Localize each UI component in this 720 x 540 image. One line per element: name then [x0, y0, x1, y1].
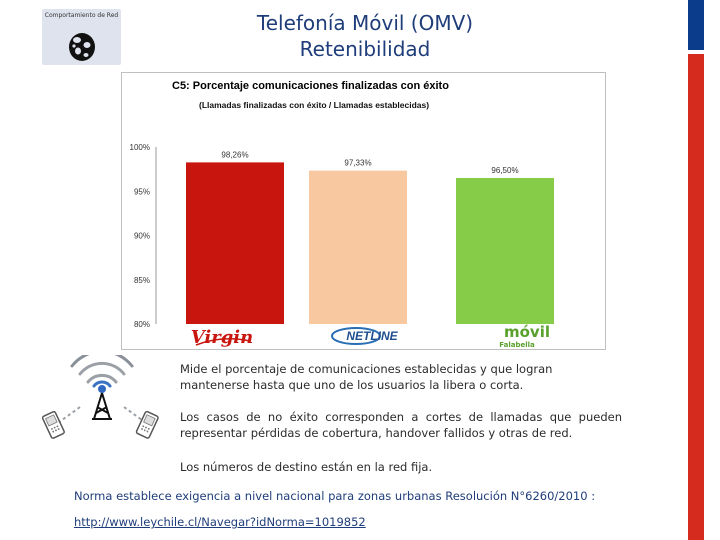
- page-title: Telefonía Móvil (OMV) Retenibilidad: [180, 10, 550, 62]
- bar: [309, 170, 407, 324]
- antenna-tower-icon: [41, 355, 159, 439]
- globe-network-icon: [69, 33, 95, 61]
- falabella-logo-text: Falabella: [499, 341, 535, 349]
- virgin-logo-text: Virgin: [191, 327, 253, 348]
- y-axis-ticks: 100% 95% 90% 85% 80%: [130, 143, 150, 329]
- section-logo: Comportamiento de Red: [42, 9, 121, 65]
- norma-link[interactable]: http://www.leychile.cl/Navegar?idNorma=1…: [74, 515, 366, 529]
- bar-value-label: 96,50%: [491, 166, 518, 175]
- bar: [186, 162, 284, 324]
- bar-value-label: 98,26%: [221, 150, 248, 159]
- movil-falabella-logo: móvil Falabella: [499, 323, 550, 349]
- norma-text: Norma establece exigencia a nivel nacion…: [74, 489, 596, 503]
- netline-logo: NETLINE: [331, 327, 399, 345]
- y-tick-label: 85%: [134, 276, 150, 285]
- y-tick-label: 80%: [134, 320, 150, 329]
- bar-value-labels: 98,26% 97,33% 96,50%: [221, 150, 518, 175]
- bar-series: [186, 162, 554, 324]
- virgin-logo: Virgin: [191, 327, 253, 348]
- description-paragraph-3: Los números de destino están en la red f…: [180, 460, 433, 474]
- bar-value-label: 97,33%: [344, 159, 371, 168]
- flag-stripe-white: [688, 50, 704, 54]
- description-paragraph-1: Mide el porcentaje de comunicaciones est…: [180, 362, 553, 392]
- page-number: 11: [665, 518, 679, 529]
- mobile-phone-icon: [41, 410, 65, 439]
- movil-logo-text: móvil: [504, 323, 550, 341]
- y-tick-label: 95%: [134, 187, 150, 196]
- bar: [456, 177, 554, 324]
- logo-text: Comportamiento de Red: [44, 12, 119, 19]
- chart-subtitle: (Llamadas finalizadas con éxito / Llamad…: [199, 100, 430, 110]
- chart-panel: C5: Porcentaje comunicaciones finalizada…: [121, 72, 606, 350]
- description-paragraph-2: Los casos de no éxito corresponden a cor…: [180, 410, 622, 440]
- flag-stripe-blue: [688, 0, 704, 50]
- y-tick-label: 90%: [134, 232, 150, 241]
- title-line-1: Telefonía Móvil (OMV): [256, 11, 474, 35]
- title-line-2: Retenibilidad: [299, 37, 431, 61]
- flag-stripe-red: [688, 54, 704, 540]
- chart-title: C5: Porcentaje comunicaciones finalizada…: [172, 80, 449, 92]
- y-tick-label: 100%: [130, 143, 150, 152]
- netline-logo-text: NETLINE: [346, 329, 398, 343]
- mobile-phone-icon: [135, 410, 159, 439]
- bar-chart: 100% 95% 90% 85% 80% 98,26% 97,33% 96,50% Virg…: [130, 143, 554, 349]
